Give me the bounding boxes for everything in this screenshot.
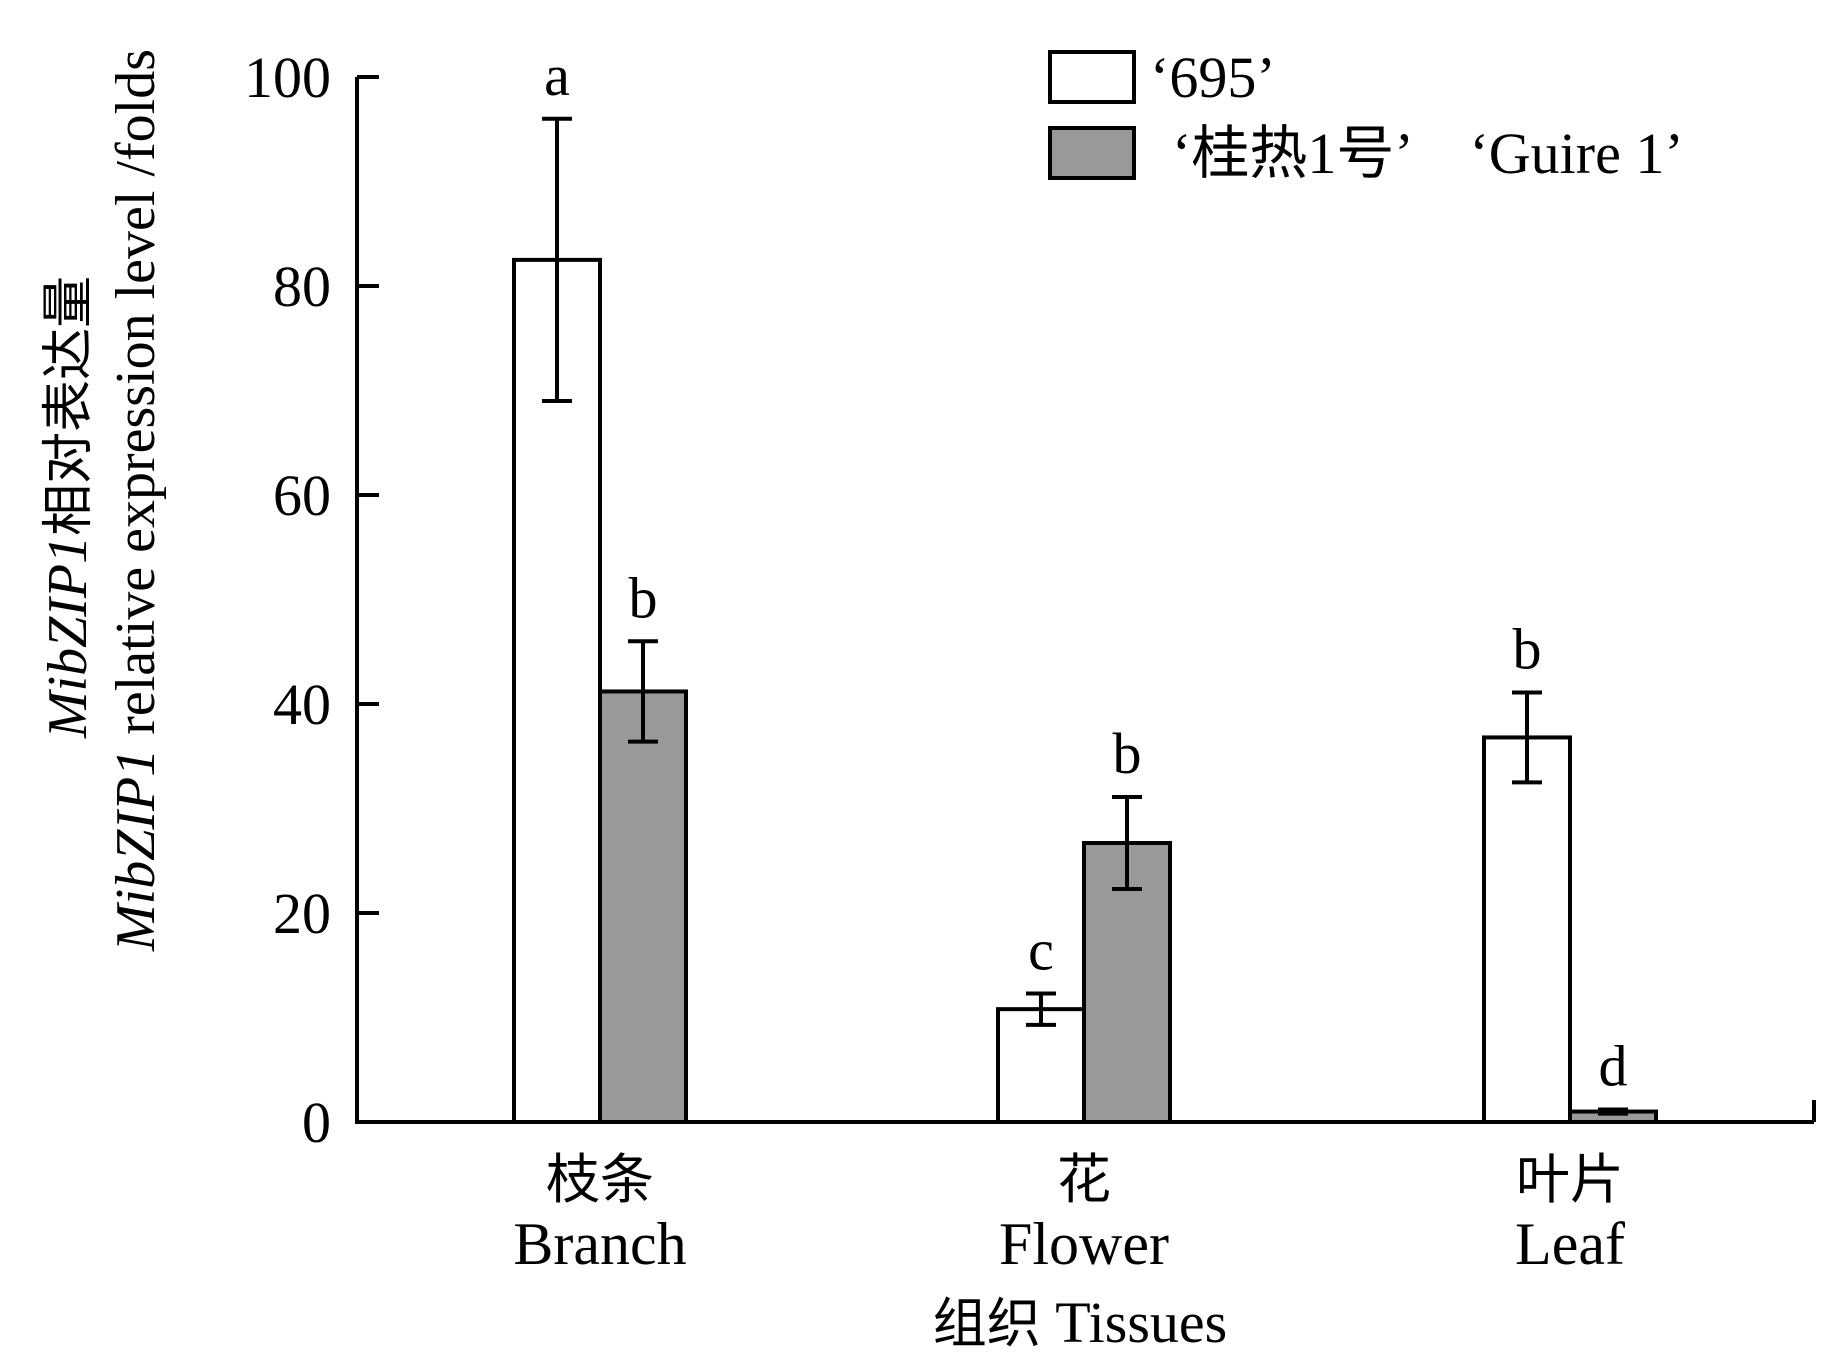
y-tick-label: 0 bbox=[302, 1090, 331, 1155]
significance-letter: a bbox=[544, 43, 570, 108]
legend-label-guire1: ‘桂热1号’ ‘Guire 1’ bbox=[1172, 121, 1684, 186]
legend-label-695: ‘695’ bbox=[1150, 45, 1276, 110]
legend-swatch-695 bbox=[1048, 50, 1136, 104]
significance-letter: b bbox=[1513, 617, 1542, 682]
y-axis-label: MibZIP1相对表达量 MibZIP1 relative expression… bbox=[37, 49, 167, 952]
error-bars-layer bbox=[542, 116, 1628, 1116]
x-category-label-zh: 叶片 bbox=[1516, 1148, 1624, 1211]
significance-letter: c bbox=[1028, 917, 1054, 982]
y-ticks-layer: 0 20 40 60 80 100 bbox=[244, 45, 379, 1155]
x-axis-title: 组织 Tissues bbox=[933, 1290, 1227, 1355]
significance-letter: b bbox=[1113, 721, 1142, 786]
bar-series1-branch bbox=[512, 257, 602, 1124]
y-tick-label: 60 bbox=[273, 463, 331, 528]
x-category-label-zh: 枝条 bbox=[546, 1148, 654, 1211]
bars-layer bbox=[512, 257, 1658, 1125]
bar-series1-leaf bbox=[1482, 735, 1572, 1124]
significance-letters-layer: a c b b b d bbox=[544, 43, 1627, 1099]
bar-series2-branch bbox=[598, 689, 688, 1125]
y-tick-label: 100 bbox=[244, 45, 331, 110]
y-tick-label: 80 bbox=[273, 254, 331, 319]
x-category-label-en: Flower bbox=[999, 1211, 1169, 1277]
legend-swatch-guire1 bbox=[1048, 126, 1136, 180]
axes-layer bbox=[355, 77, 1816, 1124]
y-tick-label: 40 bbox=[273, 672, 331, 737]
x-category-label-en: Branch bbox=[513, 1211, 686, 1277]
x-category-label-en: Leaf bbox=[1515, 1211, 1625, 1277]
x-category-label-zh: 花 bbox=[1057, 1148, 1111, 1211]
significance-letter: d bbox=[1599, 1033, 1628, 1098]
legend: ‘695’ ‘桂热1号’ ‘Guire 1’ bbox=[1048, 45, 1684, 186]
y-tick-label: 20 bbox=[273, 881, 331, 946]
significance-letter: b bbox=[629, 565, 658, 630]
